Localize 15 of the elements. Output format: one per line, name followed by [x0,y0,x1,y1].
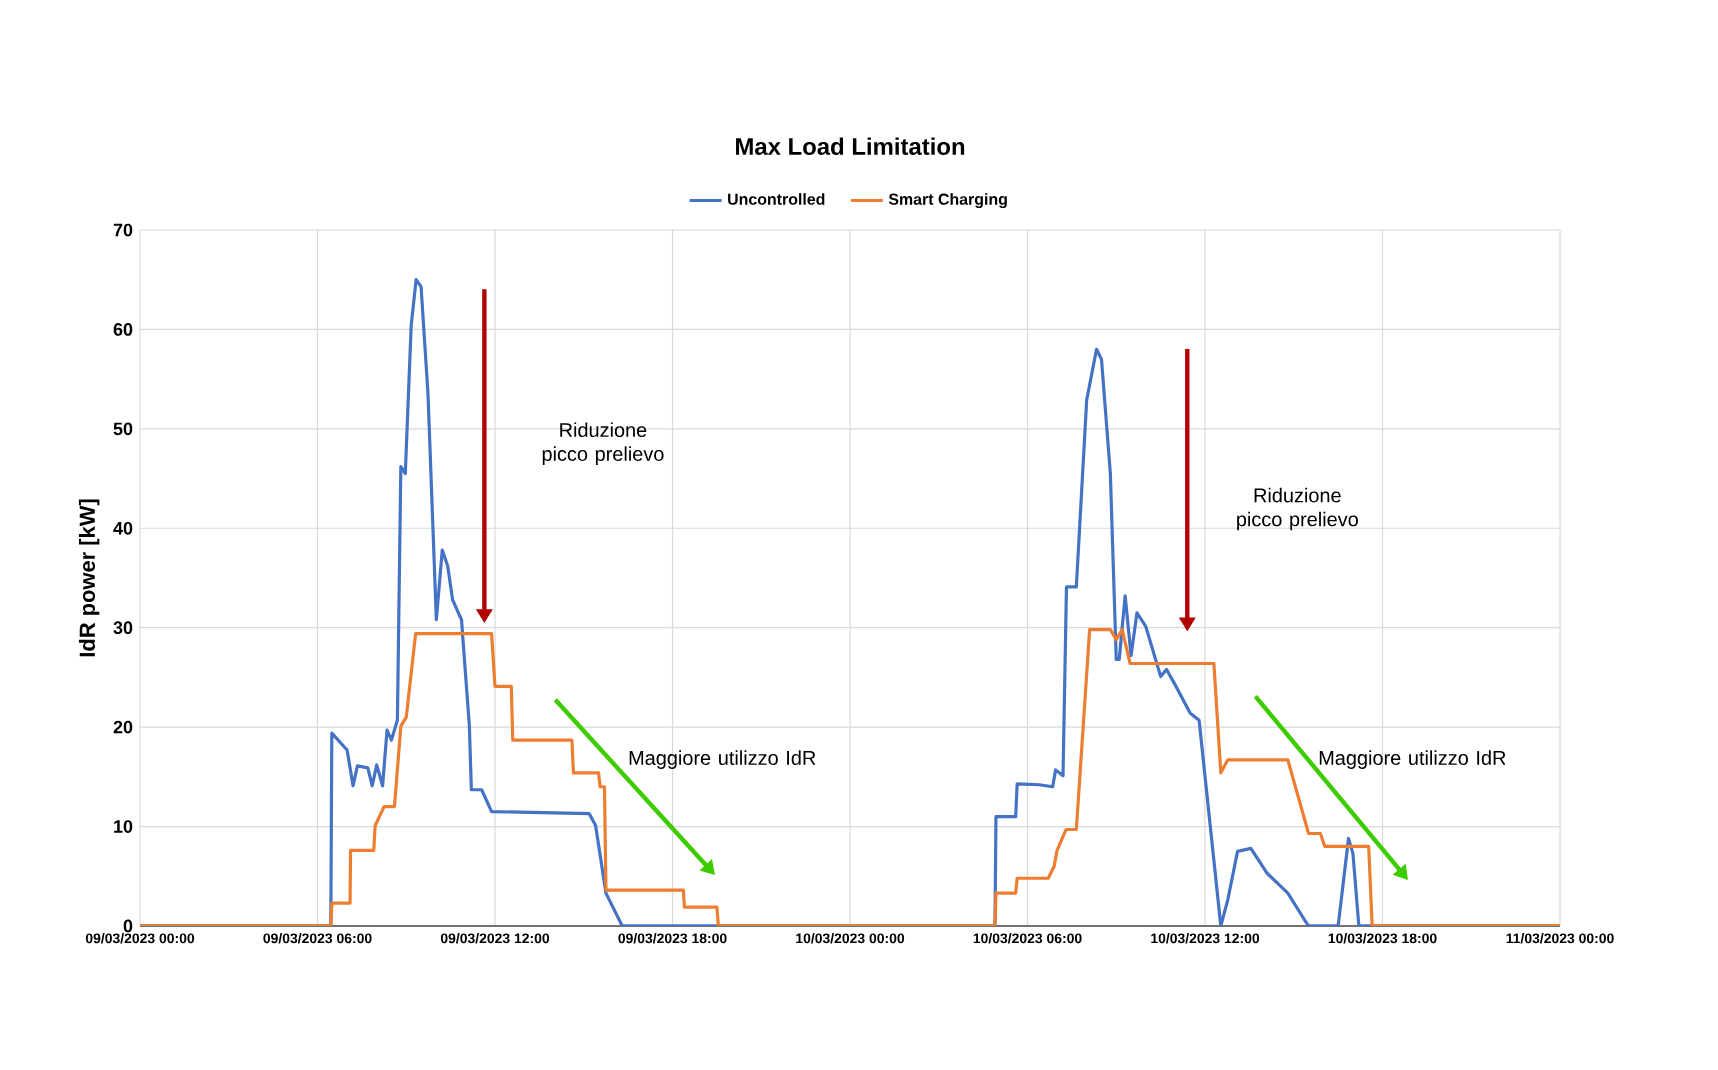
y-tick-label: 60 [113,323,133,336]
annotation: Riduzione picco prelievo [1237,487,1358,531]
y-tick-label: 20 [113,720,133,734]
y-tick-label: 40 [113,521,133,535]
y-axis-title: IdR power [kW] [78,499,100,657]
y-tick-label: 30 [113,621,133,635]
y-tick-label: 50 [113,422,133,436]
line-series [140,628,1561,926]
annotation: Riduzione picco prelievo [542,422,664,465]
y-tick-label: 0 [123,919,133,933]
chart-title: Max Load Limitation [736,137,965,155]
y-tick-label: 70 [113,223,133,237]
y-tick-label: 10 [114,820,133,833]
annotation: Maggiore utilizzo IdR [1319,750,1506,769]
annotation: Maggiore utilizzo IdR [629,750,816,769]
